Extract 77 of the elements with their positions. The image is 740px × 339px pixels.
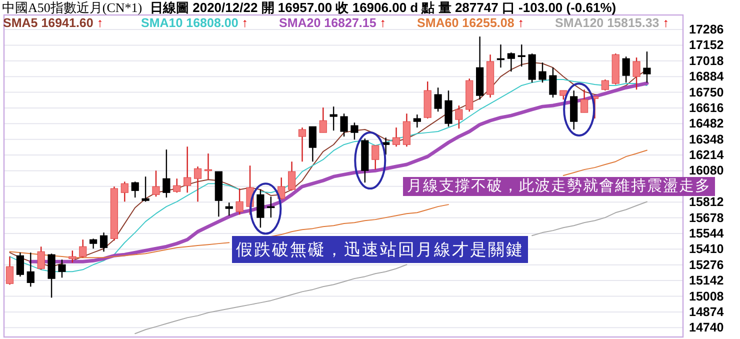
candlestick (382, 136, 390, 156)
y-tick-label: 16214 (689, 148, 724, 162)
candlestick (549, 66, 557, 98)
candlestick (580, 88, 588, 114)
candlestick (142, 176, 150, 202)
chart-title: 中國A50指數近月(CN*1) (2, 0, 142, 15)
candlestick (162, 148, 170, 198)
y-tick-label: 16080 (689, 164, 724, 178)
candlestick (643, 50, 651, 84)
candlestick (560, 90, 568, 100)
candlestick (225, 202, 233, 216)
y-tick-label: 14740 (689, 320, 724, 335)
y-tick-label: 17018 (689, 54, 724, 68)
text: SMA20 16827.15 ↑ (279, 16, 386, 30)
y-tick-label: 16348 (689, 132, 724, 146)
candlestick (319, 106, 327, 134)
candlestick (278, 176, 286, 200)
candlestick (632, 56, 640, 90)
candlestick (455, 104, 463, 130)
text: SMA5 16941.60 ↑ (3, 16, 104, 30)
y-tick-label: 15008 (689, 289, 724, 304)
y-tick-label: 15410 (689, 242, 724, 256)
candlestick (298, 126, 306, 162)
candlestick (152, 170, 160, 198)
candlestick (16, 252, 24, 278)
candlestick (58, 259, 66, 278)
candlestick (184, 146, 192, 194)
y-tick-label: 17286 (689, 22, 724, 37)
candlestick (267, 196, 275, 218)
candlestick (100, 232, 108, 252)
candlestick (434, 86, 442, 112)
candlestick (90, 238, 98, 250)
y-tick-label: 15142 (689, 274, 724, 288)
candlestick (48, 253, 56, 298)
candlestick (622, 56, 630, 84)
candlestick (26, 252, 34, 288)
text: SMA60 16255.08 ↑ (417, 16, 524, 30)
candlestick (37, 246, 45, 270)
candlestick (350, 122, 358, 140)
candlestick (507, 52, 515, 72)
chart-subtitle: 日線圖 2020/12/22 開 16957.00 收 16906.00 d 點 量 287747 口 -103.00 (-0.61%) (150, 0, 616, 15)
y-tick-label: 14874 (689, 304, 724, 319)
candlestick (79, 238, 87, 258)
candlestick (236, 188, 244, 216)
y-tick-label: 16482 (689, 116, 724, 131)
candlestick (204, 152, 212, 180)
candlestick (340, 112, 348, 138)
candlestick (68, 250, 76, 264)
candlestick (518, 44, 526, 68)
candlestick (131, 181, 139, 198)
y-tick-label: 16884 (689, 70, 724, 84)
y-tick-label: 15678 (689, 210, 724, 225)
candlestick (288, 161, 296, 192)
annotation: 假跌破無礙，迅速站回月線才是關鍵 (236, 240, 524, 259)
text: SMA120 15815.33 ↑ (555, 16, 669, 30)
y-tick-label: 17152 (689, 38, 724, 52)
text: SMA10 16808.00 ↑ (141, 16, 248, 30)
candlestick (601, 78, 609, 92)
candlestick (538, 62, 546, 84)
candlestick (256, 188, 264, 228)
y-tick-label: 16616 (689, 100, 724, 115)
candlestick (372, 144, 380, 170)
y-tick-label: 16750 (689, 85, 724, 100)
candlestick (496, 44, 505, 68)
candlestick (402, 112, 410, 148)
candlestick (330, 106, 338, 132)
y-tick-label: 15544 (689, 226, 724, 240)
candlestick (392, 126, 400, 148)
candlestick (120, 181, 128, 202)
candlestick (173, 178, 181, 194)
y-tick-label: 15276 (689, 258, 724, 272)
candlestick (194, 166, 202, 202)
candlestick (6, 256, 14, 286)
candlestick (444, 90, 452, 128)
candlestick (413, 114, 421, 128)
candlestick (308, 126, 316, 162)
y-tick-label: 15812 (689, 195, 724, 210)
